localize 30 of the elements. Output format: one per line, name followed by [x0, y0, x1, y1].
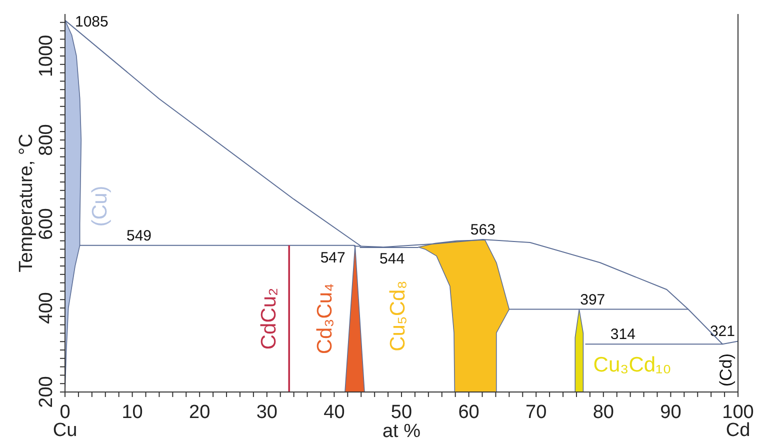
annotation: 544: [380, 250, 405, 268]
x-tick-label: 30: [256, 402, 278, 423]
y-tick-label: 400: [36, 292, 57, 324]
annotation: 563: [470, 222, 496, 239]
x-tick-label: 60: [458, 402, 480, 423]
x-tick-label: 50: [390, 402, 412, 423]
annotation: 397: [580, 291, 606, 308]
series-label: Cu₃Cd₁₀: [593, 353, 672, 376]
x-tick-label: 40: [324, 402, 345, 423]
y-tick-label: 800: [36, 124, 57, 156]
annotation: 549: [126, 227, 152, 244]
x-axis-title: at %: [382, 421, 421, 438]
text: (Cu): [88, 186, 112, 227]
y-tick-label: 1000: [36, 34, 57, 78]
annotation: 314: [610, 326, 636, 344]
x-tick-label: 80: [592, 402, 614, 423]
text: Cu₅Cd₈: [386, 280, 410, 352]
x-tick-label: 70: [526, 402, 547, 423]
annotation: 321: [710, 323, 735, 340]
annotation: 1085: [75, 13, 108, 30]
annotation: (Cd): [716, 353, 736, 387]
text: CdCu₂: [257, 288, 280, 350]
annotation: 547: [320, 249, 346, 266]
x-tick-label: 100 Cd: [722, 402, 754, 438]
x-tick-label: 20: [189, 402, 210, 423]
y-tick-label: 600: [36, 208, 57, 240]
x-tick-label: 10: [122, 402, 143, 423]
x-tick-label: 90: [660, 402, 682, 423]
text: Cd₃Cu₄: [313, 283, 336, 354]
y-axis-title: Temperature, °C: [16, 134, 37, 272]
